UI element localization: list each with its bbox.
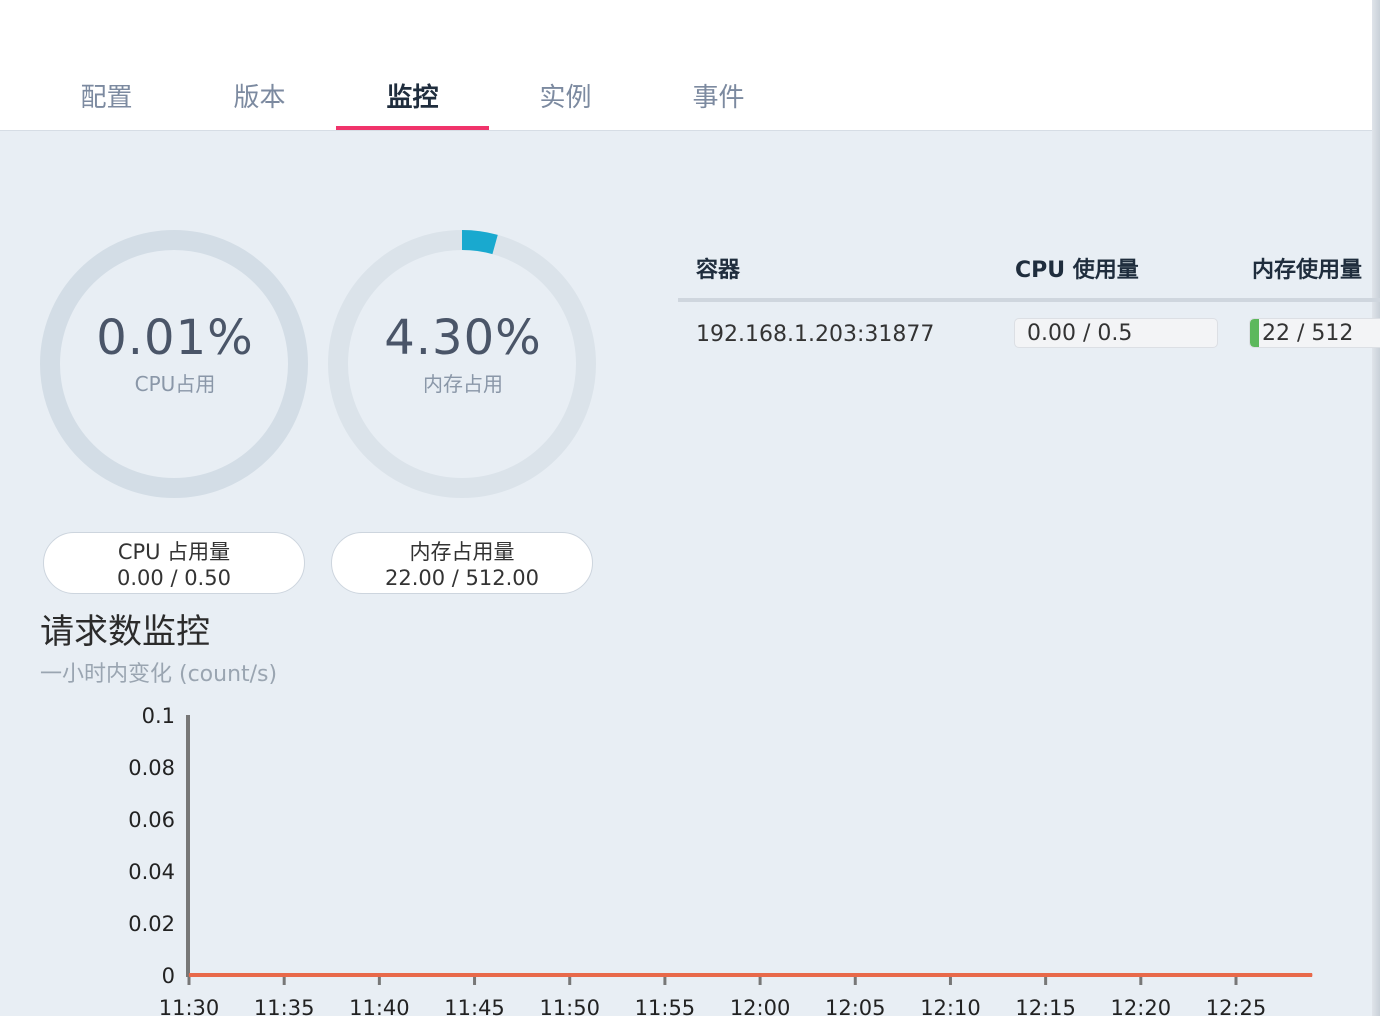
tab-monitor[interactable]: 监控	[336, 80, 489, 130]
cpu-pill-title: CPU 占用量	[117, 540, 231, 564]
x-tick-label: 12:15	[1015, 996, 1076, 1016]
memory-pill-title: 内存占用量	[409, 540, 515, 564]
container-table: 容器 CPU 使用量 内存使用量 192.168.1.203:31877 0.0…	[678, 240, 1380, 362]
request-data-point	[188, 974, 190, 976]
memory-usage-pill: 内存占用量 22.00 / 512.00	[331, 532, 593, 594]
request-data-point	[474, 974, 476, 976]
tab-versions[interactable]: 版本	[233, 83, 286, 113]
x-tick-label: 12:20	[1111, 996, 1172, 1016]
cpu-gauge-ring	[40, 230, 308, 498]
request-data-point	[664, 974, 666, 976]
header-memory-usage: 内存使用量	[1252, 258, 1363, 283]
top-header: 配置 版本 监控 实例 事件	[0, 0, 1372, 131]
y-tick-label: 0.02	[128, 912, 175, 936]
memory-usage-bar-fill	[1250, 319, 1259, 347]
page-scrollbar[interactable]	[1372, 0, 1380, 1016]
x-tick-label: 12:25	[1206, 996, 1267, 1016]
memory-gauge-label: 内存占用	[423, 372, 503, 396]
memory-gauge-value: 4.30%	[384, 310, 542, 366]
container-address: 192.168.1.203:31877	[696, 322, 935, 347]
cpu-usage-gauge: 0.01% CPU占用	[40, 230, 310, 500]
cpu-pill-value: 0.00 / 0.50	[117, 566, 231, 590]
request-data-point	[759, 974, 761, 976]
y-tick-label: 0.06	[128, 808, 175, 832]
x-tick-label: 12:05	[825, 996, 886, 1016]
tab-instances[interactable]: 实例	[539, 83, 592, 113]
y-tick-label: 0	[162, 964, 175, 988]
y-tick-label: 0.1	[142, 704, 175, 728]
memory-usage-bar: 22 / 512	[1249, 318, 1380, 348]
request-data-point	[1311, 974, 1313, 976]
memory-pill-value: 22.00 / 512.00	[384, 566, 540, 590]
request-data-point	[283, 974, 285, 976]
x-tick-label: 12:10	[920, 996, 981, 1016]
memory-usage-bar-text: 22 / 512	[1262, 321, 1354, 346]
y-tick-label: 0.04	[128, 860, 175, 884]
x-tick-label: 11:35	[254, 996, 315, 1016]
cpu-usage-pill: CPU 占用量 0.00 / 0.50	[43, 532, 305, 594]
request-data-point	[378, 974, 380, 976]
cpu-gauge-value: 0.01%	[96, 310, 254, 366]
request-monitor-title: 请求数监控	[40, 612, 210, 652]
container-table-header: 容器 CPU 使用量 内存使用量	[678, 240, 1380, 302]
x-tick-label: 11:40	[349, 996, 410, 1016]
memory-usage-gauge: 4.30% 内存占用	[328, 230, 598, 500]
request-data-point	[1235, 974, 1237, 976]
header-cpu-usage: CPU 使用量	[1015, 258, 1139, 283]
y-tick-label: 0.08	[128, 756, 175, 780]
cpu-usage-bar: 0.00 / 0.5	[1014, 318, 1218, 348]
tab-events[interactable]: 事件	[692, 83, 745, 113]
cpu-usage-bar-text: 0.00 / 0.5	[1027, 321, 1133, 346]
x-tick-label: 11:50	[539, 996, 600, 1016]
x-tick-label: 11:45	[444, 996, 505, 1016]
tab-bar: 配置 版本 监控 实例 事件	[30, 80, 795, 130]
memory-gauge-arc	[461, 230, 498, 255]
request-count-chart: 0 0.02 0.04 0.06 0.08 0.1 11:30 11:35 11:40 11:45…	[128, 704, 1313, 1016]
request-data-point	[569, 974, 571, 976]
request-data-point	[854, 974, 856, 976]
request-data-point	[949, 974, 951, 976]
x-tick-label: 11:30	[159, 996, 220, 1016]
x-tick-label: 12:00	[730, 996, 791, 1016]
cpu-gauge-label: CPU占用	[134, 372, 216, 396]
request-data-point	[1045, 974, 1047, 976]
tab-config[interactable]: 配置	[80, 83, 133, 113]
x-tick-label: 11:55	[635, 996, 696, 1016]
table-row: 192.168.1.203:31877 0.00 / 0.5 22 / 512	[678, 302, 1380, 362]
header-container: 容器	[696, 258, 741, 283]
request-data-point	[1140, 974, 1142, 976]
request-monitor-subtitle: 一小时内变化 (count/s)	[40, 662, 278, 687]
